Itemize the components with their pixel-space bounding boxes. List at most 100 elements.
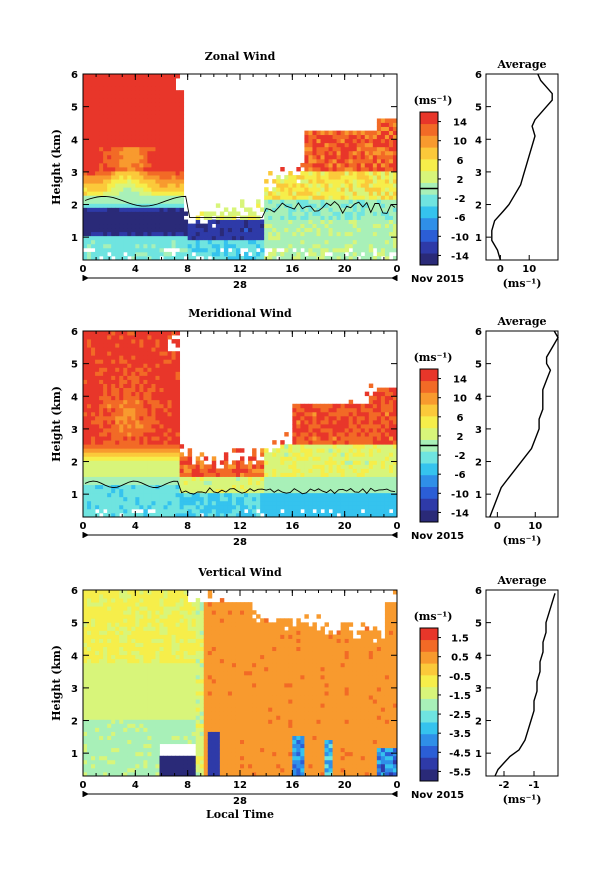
- heatmap-cell: [372, 496, 378, 502]
- heatmap-cell: [135, 134, 140, 140]
- heatmap-cell: [284, 191, 289, 196]
- heatmap-cell: [300, 187, 305, 192]
- heatmap-cell: [187, 508, 193, 514]
- heatmap-cell: [131, 122, 136, 127]
- heatmap-cell: [123, 239, 128, 245]
- heatmap-cell: [115, 78, 120, 83]
- heatmap-cell: [296, 472, 301, 477]
- heatmap-cell: [328, 195, 333, 200]
- heatmap-cell: [171, 203, 176, 208]
- heatmap-cell: [147, 359, 152, 364]
- y-tick-label: 5: [71, 360, 78, 371]
- heatmap-cell: [392, 203, 398, 208]
- heatmap-cell: [332, 251, 338, 257]
- heatmap-cell: [159, 110, 164, 115]
- heatmap-cell: [151, 492, 156, 498]
- heatmap-cell: [211, 460, 217, 465]
- heatmap-cell: [87, 114, 92, 119]
- heatmap-cell: [131, 110, 136, 115]
- heatmap-cell: [248, 484, 253, 490]
- heatmap-cell: [268, 472, 273, 477]
- heatmap-cell: [163, 387, 168, 393]
- heatmap-cell: [143, 355, 148, 360]
- heatmap-cell: [83, 598, 88, 603]
- heatmap-cell: [151, 150, 156, 156]
- heatmap-cell: [360, 432, 366, 437]
- heatmap-cell: [328, 191, 333, 196]
- heatmap-cell: [328, 419, 333, 425]
- heatmap-cell: [328, 436, 333, 441]
- heatmap-cell: [376, 251, 382, 257]
- heatmap-cell: [360, 171, 366, 176]
- heatmap-cell: [87, 642, 92, 648]
- heatmap-cell: [348, 235, 354, 241]
- heatmap-cell: [131, 114, 136, 119]
- heatmap-cell: [296, 508, 301, 514]
- heatmap-cell: [175, 162, 181, 168]
- heatmap-cell: [392, 231, 398, 237]
- heatmap-cell: [240, 496, 245, 502]
- heatmap-cell: [392, 452, 398, 457]
- heatmap-cell: [368, 452, 374, 457]
- heatmap-cell: [115, 448, 120, 453]
- heatmap-cell: [163, 162, 168, 168]
- heatmap-cell: [143, 199, 148, 204]
- heatmap-cell: [151, 403, 156, 409]
- heatmap-cell: [95, 203, 100, 208]
- heatmap-cell: [304, 179, 309, 184]
- heatmap-cell: [83, 383, 88, 389]
- heatmap-cell: [155, 371, 160, 376]
- heatmap-cell: [348, 492, 354, 498]
- heatmap-cell: [103, 122, 108, 127]
- heatmap-cell: [103, 347, 108, 352]
- heatmap-cell: [360, 158, 366, 164]
- heatmap-cell: [83, 351, 88, 356]
- heatmap-cell: [292, 440, 297, 445]
- heatmap-cell: [123, 351, 128, 356]
- heatmap-cell: [252, 472, 257, 477]
- heatmap-cell: [248, 472, 253, 477]
- heatmap-cell: [376, 126, 382, 132]
- heatmap-cell: [260, 452, 265, 457]
- heatmap-cell: [284, 243, 289, 249]
- heatmap-cell: [83, 130, 88, 136]
- colorbar-swatch: [420, 194, 438, 207]
- heatmap-cell: [123, 496, 128, 502]
- heatmap-cell: [151, 74, 156, 79]
- colorbar-swatch: [420, 170, 438, 183]
- heatmap-cell: [288, 191, 293, 196]
- heatmap-cell: [103, 403, 108, 409]
- heatmap-cell: [336, 419, 342, 425]
- heatmap-cell: [131, 424, 136, 429]
- heatmap-cell: [155, 167, 160, 172]
- heatmap-cell: [360, 223, 366, 229]
- heatmap-cell: [167, 154, 172, 160]
- heatmap-cell: [99, 90, 104, 95]
- heatmap-cell: [107, 215, 112, 220]
- heatmap-cell: [312, 255, 317, 261]
- heatmap-cell: [304, 243, 309, 249]
- heatmap-cell: [332, 411, 338, 417]
- heatmap-cell: [119, 440, 124, 445]
- heatmap-cell: [175, 448, 181, 453]
- heatmap-cell: [123, 472, 128, 477]
- heatmap-cell: [392, 227, 398, 233]
- heatmap-cell: [159, 199, 164, 204]
- heatmap-cell: [91, 456, 96, 461]
- heatmap-cell: [175, 231, 181, 237]
- heatmap-cell: [111, 500, 116, 506]
- heatmap-cell: [360, 411, 366, 417]
- heatmap-cell: [175, 411, 181, 417]
- heatmap-cell: [360, 203, 366, 208]
- heatmap-cell: [107, 106, 112, 111]
- heatmap-cell: [380, 411, 386, 417]
- y-tick-label: 4: [71, 135, 78, 146]
- heatmap-cell: [167, 211, 172, 216]
- heatmap-cell: [328, 255, 333, 261]
- heatmap-cell: [95, 223, 100, 229]
- heatmap-cell: [308, 452, 313, 457]
- heatmap-cell: [135, 158, 140, 164]
- heatmap-cell: [83, 484, 88, 490]
- heatmap-cell: [175, 492, 181, 498]
- heatmap-cell: [175, 118, 181, 123]
